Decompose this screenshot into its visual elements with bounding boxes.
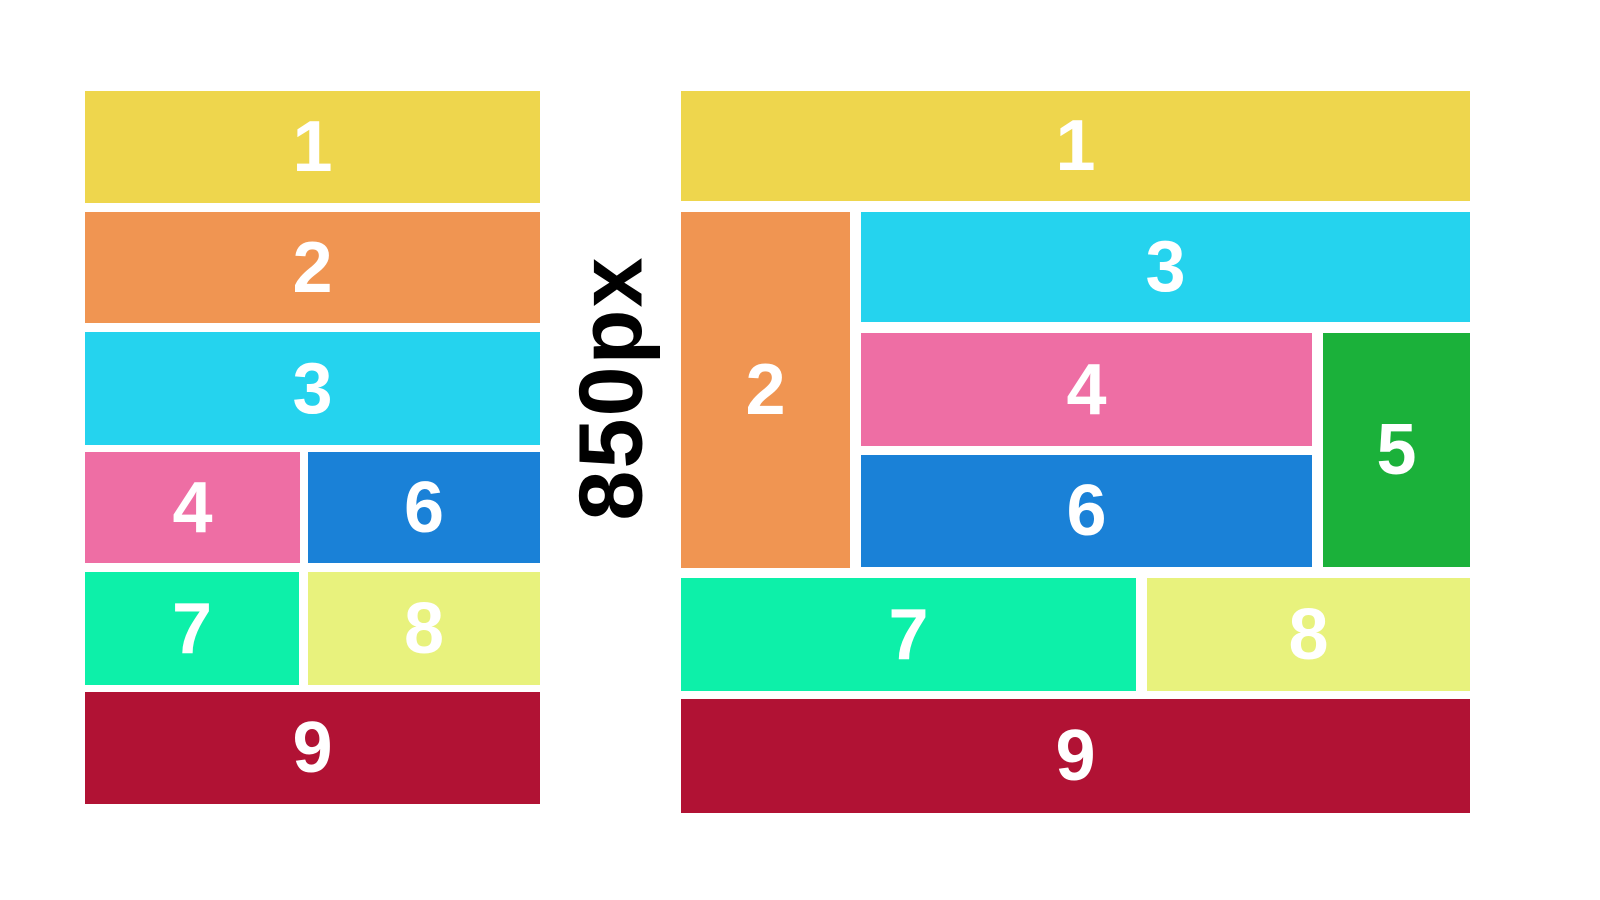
- wide-block-9: 9: [681, 699, 1470, 813]
- narrow-block-1: 1: [85, 91, 540, 203]
- wide-block-2: 2: [681, 212, 850, 568]
- narrow-block-8: 8: [308, 572, 540, 685]
- narrow-block-7: 7: [85, 572, 299, 685]
- narrow-block-9: 9: [85, 692, 540, 804]
- wide-block-7: 7: [681, 578, 1136, 691]
- wide-block-8: 8: [1147, 578, 1470, 691]
- wide-block-1: 1: [681, 91, 1470, 201]
- narrow-block-3: 3: [85, 332, 540, 445]
- width-label: 850px: [561, 255, 662, 521]
- narrow-block-6: 6: [308, 452, 540, 563]
- wide-block-4: 4: [861, 333, 1312, 446]
- wide-block-3: 3: [861, 212, 1470, 322]
- narrow-block-4: 4: [85, 452, 300, 563]
- wide-block-5: 5: [1323, 333, 1470, 567]
- wide-block-6: 6: [861, 455, 1312, 567]
- narrow-block-2: 2: [85, 212, 540, 323]
